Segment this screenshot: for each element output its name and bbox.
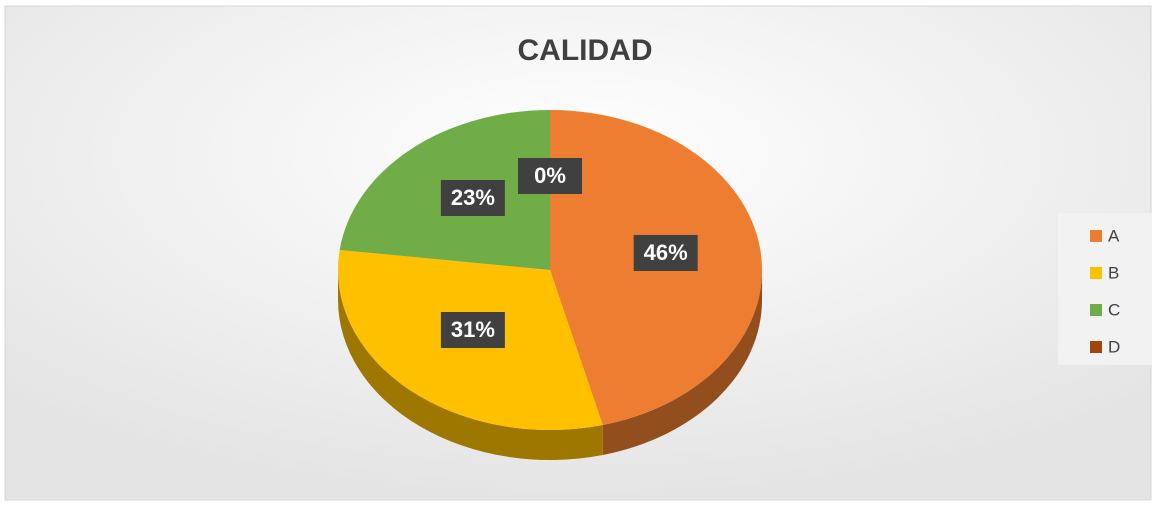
legend-label: D [1108,337,1120,356]
legend-swatch [1090,267,1102,279]
data-label: 23% [451,185,495,210]
legend-swatch [1090,230,1102,242]
legend-box [1058,213,1152,365]
slice-side [338,270,603,460]
data-label-box [440,179,505,216]
data-label: 0% [534,163,566,188]
legend-swatch [1090,341,1102,353]
legend-swatch [1090,304,1102,316]
data-label-box [518,158,582,194]
legend-label: C [1108,300,1120,319]
chart-title: CALIDAD [518,34,653,67]
legend-label: B [1108,263,1119,282]
legend-label: A [1108,226,1120,245]
data-label: 31% [451,317,495,342]
data-label-box [633,234,698,271]
slice-side [602,270,762,455]
data-label-box [440,312,505,349]
data-label: 46% [644,240,688,265]
